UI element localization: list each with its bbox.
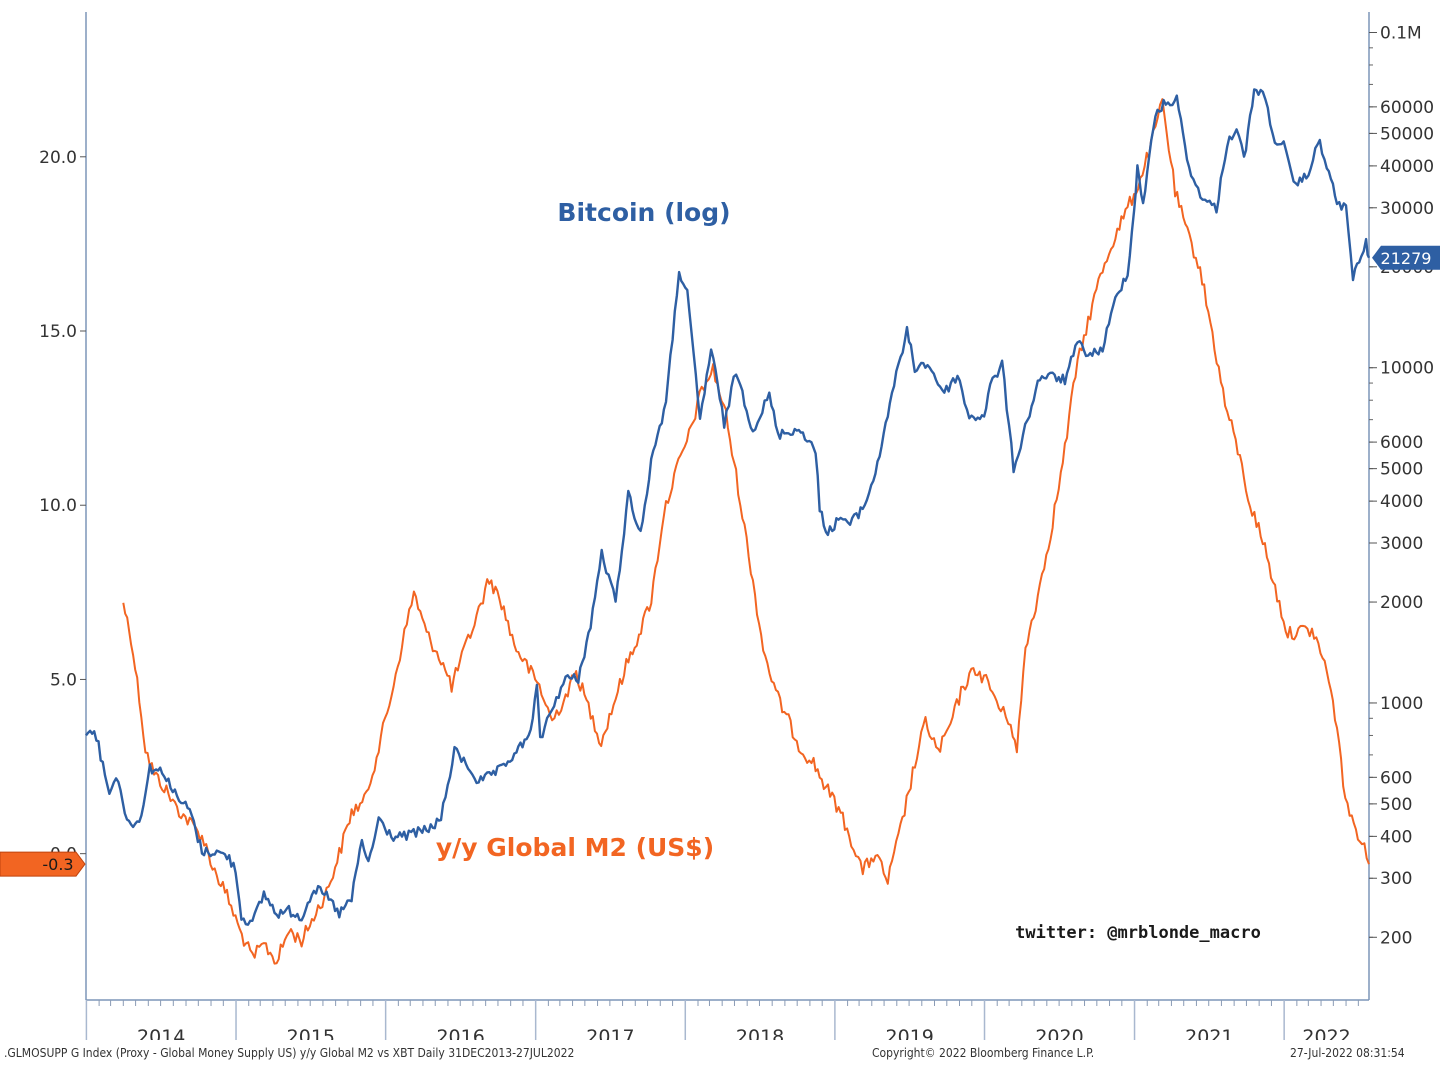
- footer-source: .GLMOSUPP G Index (Proxy - Global Money …: [4, 1046, 575, 1060]
- y-left-tick-label: 10.0: [39, 496, 77, 516]
- m2-last-value-tag: [0, 851, 86, 877]
- y-left-tick-label: 5.0: [50, 670, 77, 690]
- y-left-tick-label: 15.0: [39, 322, 77, 342]
- y-right-tick-label: 4000: [1380, 492, 1423, 512]
- y-right-tick-label: 10000: [1380, 359, 1434, 379]
- footer-copyright: Copyright© 2022 Bloomberg Finance L.P.: [872, 1046, 1095, 1060]
- x-tick-label: 2020: [1035, 1026, 1083, 1040]
- y-right-tick-label: 200: [1380, 928, 1412, 948]
- y-right-tick-label: 50000: [1380, 124, 1434, 144]
- y-right-tick-label: 500: [1380, 795, 1412, 815]
- y-right-tick-label: 1000: [1380, 694, 1423, 714]
- y-right-tick-label: 5000: [1380, 460, 1423, 480]
- y-right-tick-label: 0.1M: [1380, 23, 1422, 43]
- series-line: [122, 98, 1370, 965]
- y-right-tick-label: 6000: [1380, 433, 1423, 453]
- x-tick-label: 2014: [137, 1026, 185, 1040]
- bitcoin-annotation: Bitcoin (log): [557, 198, 730, 227]
- m2-last-value-label: -0.3: [42, 855, 73, 874]
- x-tick-label: 2022: [1302, 1026, 1350, 1040]
- y-left-tick-label: 20.0: [39, 148, 77, 168]
- y-right-tick-label: 30000: [1380, 199, 1434, 219]
- y-right-tick-label: 300: [1380, 869, 1412, 889]
- y-right-tick-label: 60000: [1380, 98, 1434, 118]
- x-tick-label: 2017: [586, 1026, 634, 1040]
- plot-area: [86, 0, 1369, 1000]
- series-line: [85, 88, 1371, 926]
- x-tick-label: 2018: [736, 1026, 784, 1040]
- x-tick-label: 2019: [886, 1026, 934, 1040]
- twitter-credit: twitter: @mrblonde_macro: [1015, 923, 1261, 943]
- series-layer: [85, 88, 1371, 965]
- y-right-tick-label: 40000: [1380, 157, 1434, 177]
- y-axis-right: 200 300 400 500 600 1000 2000 3000 4000 5000 6000 1…: [1368, 12, 1434, 1000]
- y-right-tick-label: 400: [1380, 827, 1412, 847]
- x-tick-label: 2016: [436, 1026, 484, 1040]
- x-axis: 2014 2015 2016 2017 2018 2019 2020 2021 2022: [85, 999, 1369, 1040]
- y-right-tick-label: 600: [1380, 768, 1412, 788]
- value-labels: 21279 -0.3: [0, 245, 1440, 877]
- x-tick-label: 2021: [1185, 1026, 1233, 1040]
- bitcoin-last-value-tag: [1372, 245, 1440, 270]
- y-right-tick-label: 3000: [1380, 534, 1423, 554]
- annotation-layer: Bitcoin (log) y/y Global M2 (US$) twitte…: [436, 198, 1261, 943]
- x-tick-label: 2015: [287, 1026, 335, 1040]
- m2-annotation: y/y Global M2 (US$): [436, 833, 714, 862]
- footer-timestamp: 27-Jul-2022 08:31:54: [1290, 1046, 1405, 1060]
- bitcoin-last-value-label: 21279: [1381, 249, 1432, 268]
- y-right-tick-label: 2000: [1380, 593, 1423, 613]
